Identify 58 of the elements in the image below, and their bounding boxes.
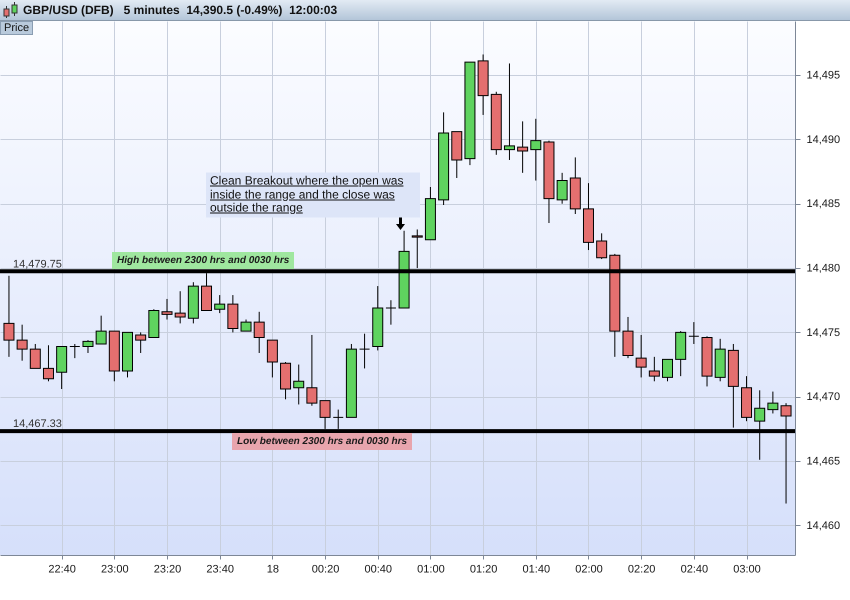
x-tick-label: 01:00 [417, 564, 445, 576]
candlestick [162, 298, 173, 320]
candlestick [767, 391, 778, 414]
x-tick-label: 02:40 [680, 564, 708, 576]
candlestick [306, 334, 318, 406]
candlestick [16, 324, 28, 362]
candlestick [648, 356, 660, 382]
candlestick [556, 172, 568, 204]
candlestick [30, 343, 41, 369]
candlestick [266, 340, 278, 378]
x-tick-label: 23:20 [154, 564, 182, 576]
annotation: Price [0, 21, 34, 35]
candlestick [504, 62, 515, 160]
y-tick-label: 14,475 [806, 326, 840, 339]
y-tick-label: 14,485 [806, 198, 840, 210]
candlestick [636, 334, 647, 378]
candlestick [96, 315, 107, 344]
x-tick-label: 02:20 [628, 564, 656, 576]
y-tick-label: 14,470 [806, 391, 840, 404]
annotation: Low between 2300 hrs and 0030 hrs [232, 433, 412, 450]
annotation: Clean Breakout where the open was inside the range and the close was outside the range [206, 172, 420, 217]
chart-subtitle: 5 minutes 14,390.5 (-0.49%) 12:00:03 [124, 3, 338, 17]
x-tick-label: 03:00 [733, 564, 761, 576]
y-tick-label: 14,460 [806, 520, 840, 532]
y-tick-label: 14,480 [806, 262, 840, 275]
candlestick [135, 332, 146, 354]
x-tick-label: 23:40 [206, 564, 234, 576]
candlestick [69, 343, 80, 359]
x-tick-label: 22:40 [48, 564, 76, 576]
candlestick [359, 333, 370, 369]
candlestick [385, 300, 396, 326]
ref-line-label: 14,467.33 [12, 418, 62, 430]
candlestick [82, 340, 94, 354]
candlestick [596, 232, 608, 260]
candlestick [214, 294, 226, 314]
x-tick-label: 00:40 [364, 564, 392, 576]
x-tick-label: 01:20 [470, 564, 498, 576]
y-tick-label: 14,490 [806, 134, 840, 146]
y-tick-label: 14,465 [806, 456, 840, 468]
x-tick-label: 01:40 [522, 564, 550, 576]
x-tick-label: 18 [266, 564, 279, 576]
x-tick-label: 02:00 [575, 564, 603, 576]
candlestick [174, 290, 186, 324]
candlestick [42, 344, 54, 382]
candlestick [662, 358, 674, 382]
candlestick [240, 319, 252, 332]
candlestick [688, 322, 700, 344]
chart-title: GBP/USD (DFB) [23, 3, 114, 17]
x-tick-label: 00:20 [312, 564, 340, 576]
candlestick [293, 364, 304, 405]
candlestick [517, 120, 528, 174]
x-tick-label: 23:00 [101, 564, 129, 576]
y-tick-label: 14,495 [806, 70, 840, 82]
candlestick [254, 311, 265, 354]
ref-line-label: 14,479.75 [12, 258, 62, 270]
annotation: High between 2300 hrs and 0030 hrs [112, 252, 294, 270]
candlestick [530, 118, 542, 182]
candlestick [3, 275, 14, 358]
